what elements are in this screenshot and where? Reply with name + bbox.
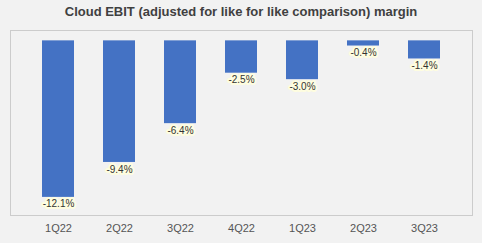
svg-text:-6.4%: -6.4%: [167, 125, 193, 136]
svg-text:-9.4%: -9.4%: [106, 164, 132, 175]
svg-text:2Q22: 2Q22: [106, 222, 133, 234]
svg-text:1Q23: 1Q23: [289, 222, 316, 234]
svg-text:-1.4%: -1.4%: [411, 60, 437, 71]
svg-text:2Q23: 2Q23: [350, 222, 377, 234]
svg-text:1Q22: 1Q22: [45, 222, 72, 234]
html-text:Cloud EBIT (adjusted for like: Cloud EBIT (adjusted for like for like c…: [64, 4, 418, 19]
svg-text:3Q23: 3Q23: [411, 222, 438, 234]
svg-text:-12.1%: -12.1%: [43, 198, 75, 209]
svg-text:3Q22: 3Q22: [167, 222, 194, 234]
svg-text:-3.0%: -3.0%: [289, 81, 315, 92]
svg-text:-2.5%: -2.5%: [228, 74, 254, 85]
svg-text:4Q22: 4Q22: [228, 222, 255, 234]
svg-text:-0.4%: -0.4%: [350, 47, 376, 58]
